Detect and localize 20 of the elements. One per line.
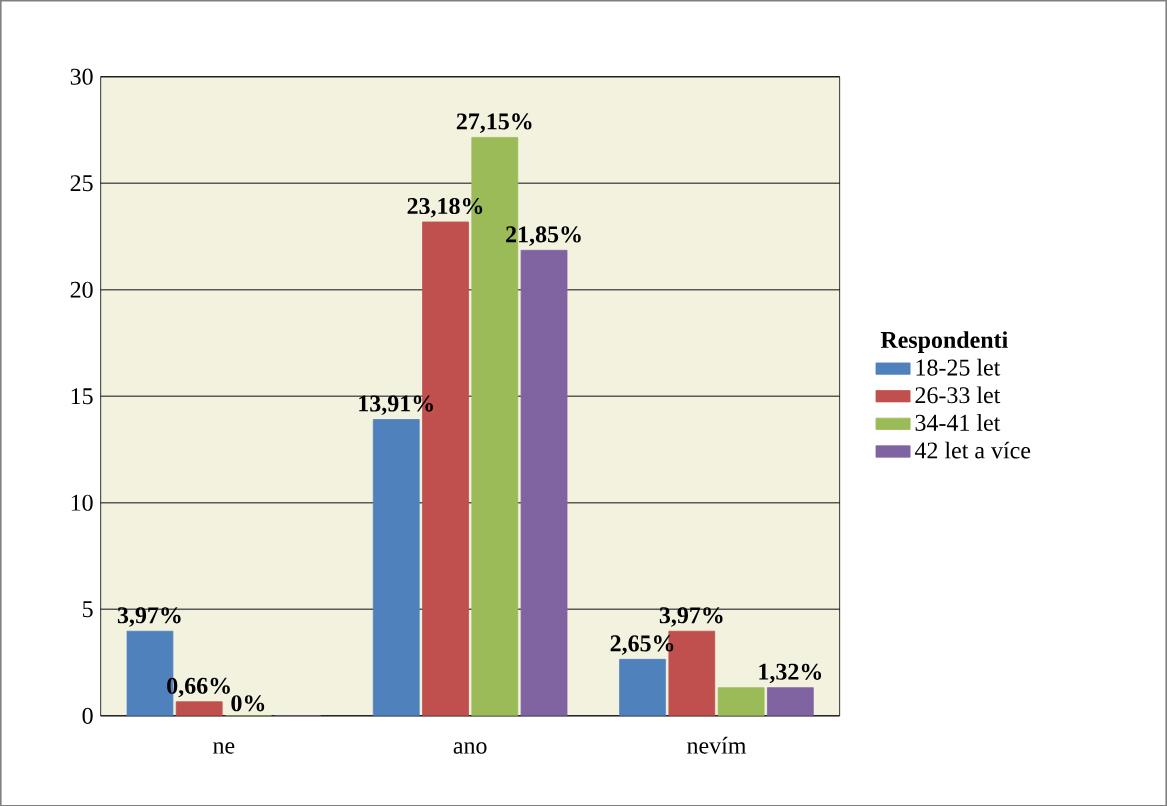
y-tick-label: 25	[70, 174, 93, 192]
legend-label: 34-41 let	[915, 413, 1001, 431]
data-label: 1,32%	[759, 663, 822, 684]
data-label: 3,97%	[117, 606, 181, 627]
data-label: 0%	[231, 694, 265, 712]
data-label: 27,15%	[456, 113, 532, 133]
y-tick-label: 5	[83, 601, 93, 617]
x-tick-label: ano	[453, 742, 487, 754]
data-label: 3,97%	[659, 606, 723, 627]
x-tick-label: nevím	[687, 736, 747, 754]
y-tick-label: 0	[82, 707, 93, 724]
y-tick-label: 30	[70, 68, 93, 85]
x-tick-label: ne	[213, 742, 235, 754]
legend-label: 26-33 let	[915, 386, 1001, 404]
y-tick-label: 20	[70, 281, 93, 298]
legend-title: Respondenti	[880, 330, 1008, 353]
y-tick-label: 15	[71, 387, 93, 405]
legend-label: 18-25 let	[916, 358, 1001, 376]
y-tick-label: 10	[71, 494, 93, 511]
legend-label: 42 let a více	[914, 441, 1031, 459]
